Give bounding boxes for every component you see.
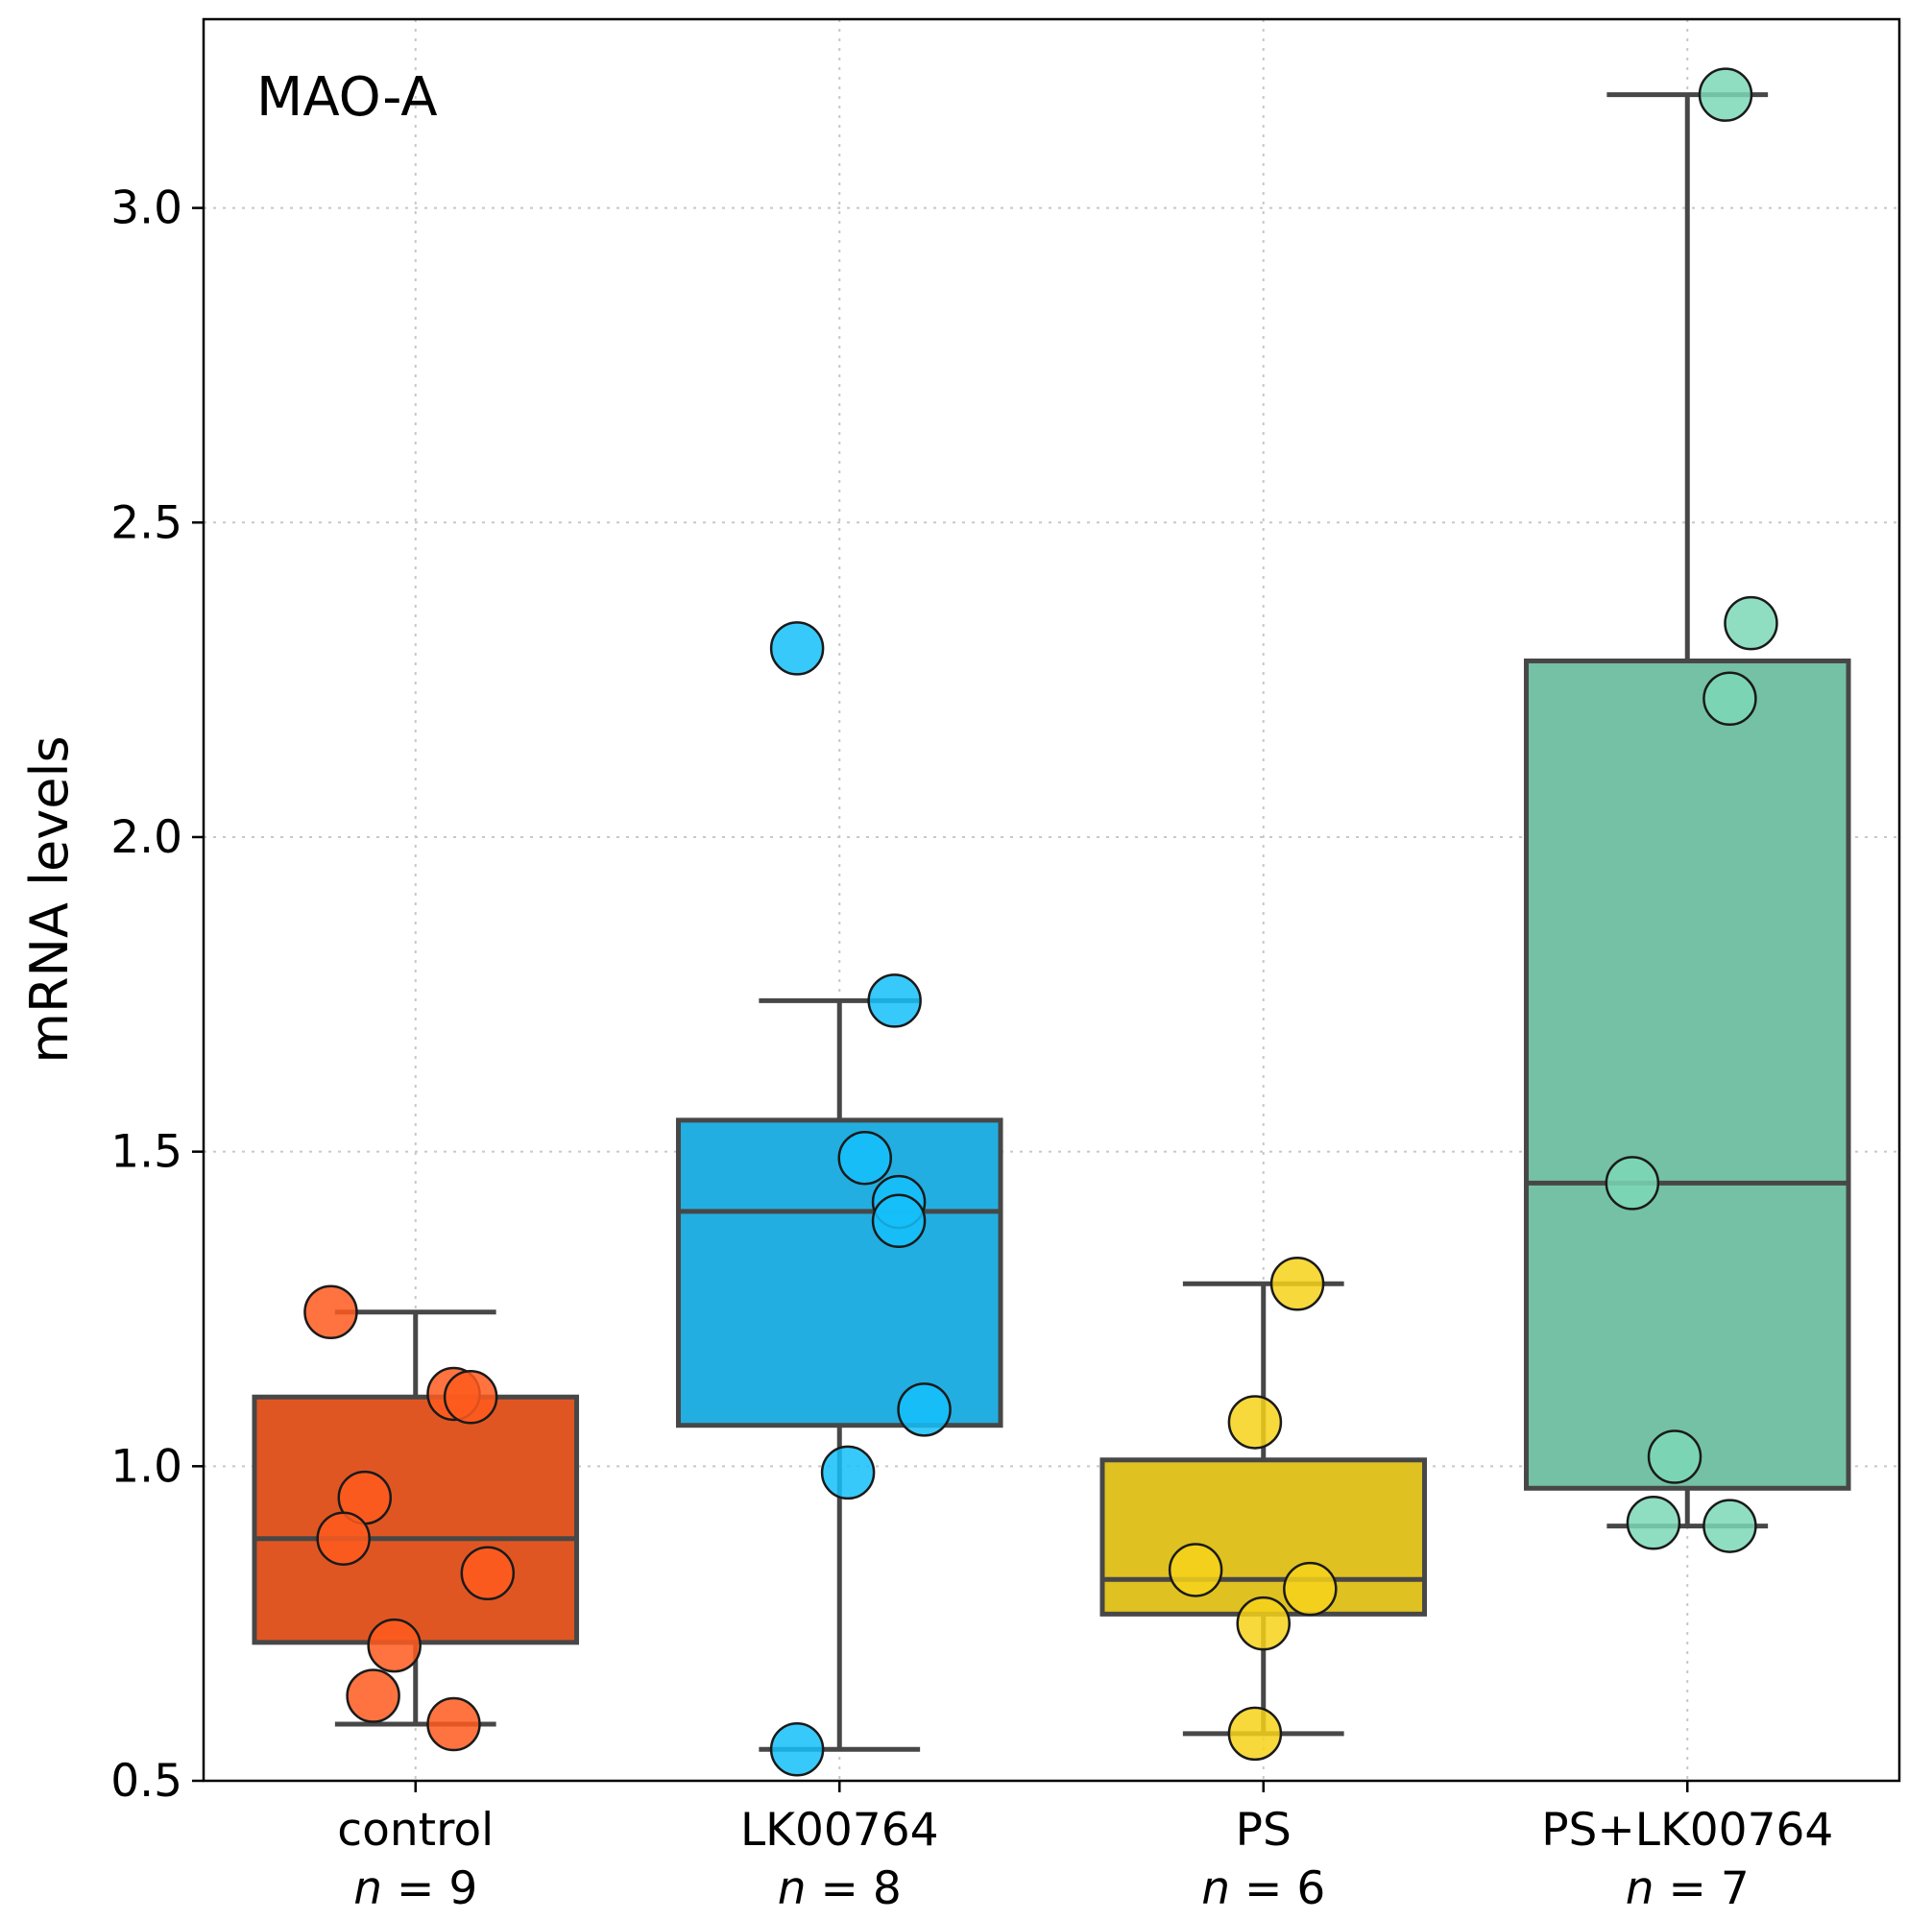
sample-size-symbol: n [1201,1862,1230,1915]
iqr-box [675,1117,1003,1428]
x-tick-label: PS [1236,1804,1292,1857]
data-point [1283,1561,1338,1617]
sample-size-value: 9 [448,1862,477,1915]
data-point [897,1382,952,1437]
data-point [1724,595,1778,651]
data-point [460,1546,516,1600]
data-point [1703,671,1757,727]
iqr-box [1523,658,1851,1491]
y-axis-title: mRNA levels [19,735,80,1063]
iqr-box [252,1394,580,1645]
sample-size-label: n = 6 [1201,1862,1325,1915]
iqr-box [1099,1457,1428,1617]
y-tick-label: 0.5 [110,1755,182,1808]
data-point [346,1668,400,1723]
sample-size-value: 7 [1721,1862,1750,1915]
x-tick-label: PS+LK00764 [1541,1804,1833,1857]
point-layer [303,67,1778,1777]
data-point [1605,1156,1660,1211]
y-tick-label: 3.0 [110,182,182,235]
data-point [443,1369,498,1425]
data-point [426,1696,481,1752]
data-point [1647,1429,1703,1484]
box-layer [252,92,1851,1752]
data-point [1227,1395,1283,1450]
plot-frame [202,17,1901,1783]
data-point [769,1721,825,1777]
sample-size-equals: = [382,1862,448,1915]
sample-size-symbol: n [1626,1862,1654,1915]
sample-size-equals: = [807,1862,873,1915]
y-tick-label: 2.0 [110,811,182,864]
sample-size-equals: = [1230,1862,1296,1915]
y-tick-label: 1.0 [110,1440,182,1493]
data-point [1269,1257,1325,1311]
y-tick-label: 1.5 [110,1126,182,1179]
x-tick-label: control [337,1804,494,1857]
data-point [1236,1596,1291,1651]
data-point [367,1618,422,1673]
data-point [769,621,825,676]
data-point [316,1511,371,1566]
sample-size-symbol: n [353,1862,382,1915]
data-point [1698,67,1753,122]
sample-size-label: n = 9 [353,1862,477,1915]
data-point [1703,1499,1757,1553]
sample-size-symbol: n [778,1862,807,1915]
chart-title: MAO-A [256,66,438,129]
sample-size-value: 6 [1296,1862,1325,1915]
y-tick-label: 2.5 [110,496,182,549]
sample-size-value: 8 [873,1862,902,1915]
data-point [820,1445,876,1500]
data-point [871,1193,927,1248]
data-point [1227,1706,1283,1762]
data-point [867,973,922,1028]
sample-size-label: n = 8 [778,1862,902,1915]
y-axis: 0.5 1.0 1.5 2.0 2.5 3.0 [110,182,204,1808]
sample-size-label: n = 7 [1626,1862,1750,1915]
sample-size-equals: = [1654,1862,1721,1915]
data-point [303,1284,358,1340]
x-tick-label: LK00764 [740,1804,939,1857]
data-point [837,1130,892,1186]
data-point [1626,1496,1681,1550]
data-point [1168,1543,1223,1597]
